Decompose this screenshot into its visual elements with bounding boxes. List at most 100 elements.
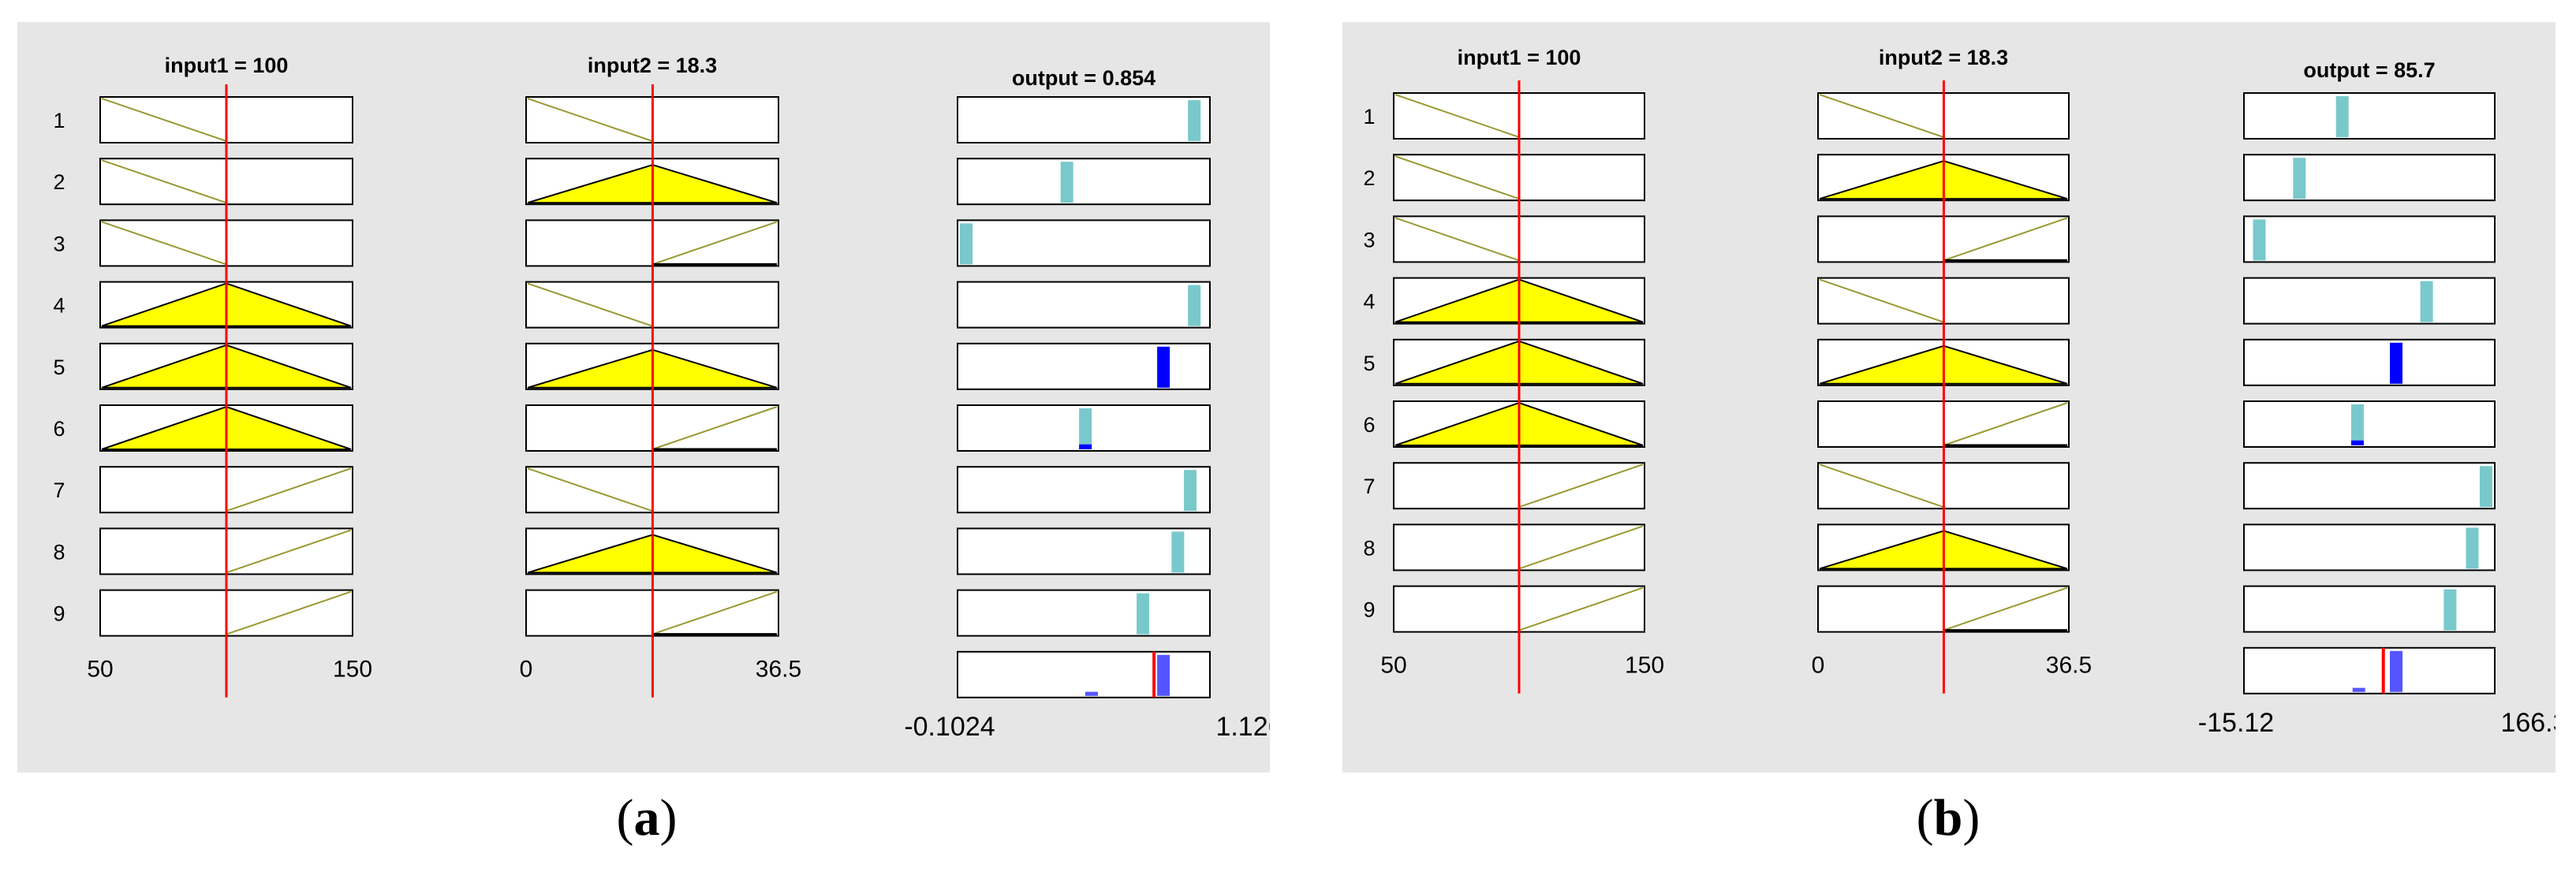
- input2-title: input2 = 18.3: [1879, 46, 2008, 69]
- output-plot-box: [957, 219, 1211, 267]
- rule-number: 9: [53, 602, 65, 626]
- output-plot-box: [957, 96, 1211, 143]
- rule-number: 5: [53, 356, 65, 379]
- output-plot-box: [2243, 92, 2496, 140]
- mf-curve: [226, 590, 352, 635]
- rule-number: 3: [53, 232, 65, 255]
- output-singleton-bar: [2350, 404, 2364, 445]
- aggregate-bar: [1085, 691, 1098, 696]
- output-plot-box: [957, 158, 1211, 206]
- rule-number: 9: [1363, 598, 1375, 622]
- output-singleton-bar: [2335, 96, 2349, 137]
- aggregate-bar: [1157, 654, 1170, 696]
- mf-curve: [226, 467, 352, 512]
- output-plot-box: [2243, 154, 2496, 202]
- rule-number: 7: [1363, 475, 1375, 498]
- output-singleton-bar: [1137, 593, 1150, 635]
- output-singleton-bar: [1157, 346, 1170, 388]
- output-range-min: -15.12: [2198, 708, 2274, 738]
- rule-viewer-b: input1 = 100 input2 = 18.3 output = 85.7 1 2…: [1363, 46, 2567, 738]
- output-singleton-bar: [2466, 527, 2479, 569]
- mf-curve: [1518, 464, 1644, 508]
- mf-curve: [1518, 586, 1644, 631]
- mf-curve: [1394, 155, 1520, 200]
- mf-curve: [1943, 217, 2068, 262]
- output-fired-bar: [2350, 440, 2364, 445]
- caption-a: (a): [616, 789, 678, 847]
- output-range-max: 166.3: [2500, 708, 2555, 738]
- rule-number: 8: [1363, 536, 1375, 560]
- mf-curve: [226, 529, 352, 574]
- input2-range-min: 0: [520, 657, 533, 683]
- output-range-max: 1.126: [1215, 712, 1270, 742]
- rule-viewer-panel-b: input1 = 100 input2 = 18.3 output = 85.7 1 2…: [1342, 22, 2568, 773]
- output-plot-box: [2243, 523, 2496, 572]
- mf-curve: [527, 467, 653, 512]
- rule-number: 7: [53, 478, 65, 502]
- mf-curve: [1943, 402, 2068, 446]
- output-singleton-bar: [1060, 162, 1073, 203]
- rule-number: 5: [1363, 352, 1375, 375]
- rule-number: 4: [53, 294, 65, 318]
- rule-number: 6: [1363, 413, 1375, 437]
- output-singleton-bar: [2420, 281, 2433, 322]
- output-plot-box: [957, 466, 1211, 514]
- aggregate-plot-box: [957, 650, 1211, 698]
- rule-number: 6: [53, 417, 65, 441]
- output-singleton-bar: [960, 223, 973, 265]
- input1-title: input1 = 100: [1458, 46, 1581, 69]
- output-singleton-bar: [2443, 589, 2457, 631]
- output-singleton-bar: [2253, 219, 2266, 261]
- rule-number: 1: [53, 109, 65, 132]
- mf-curve: [1819, 464, 1944, 508]
- output-plot-box: [2243, 585, 2496, 633]
- rule-number: 1: [1363, 105, 1375, 128]
- mf-curve: [527, 282, 653, 327]
- mf-curve: [1943, 586, 2068, 631]
- input1-title: input1 = 100: [165, 54, 289, 77]
- mf-curve: [101, 221, 227, 266]
- output-singleton-bar: [1188, 285, 1201, 326]
- output-plot-box: [2243, 462, 2496, 510]
- input2-title: input2 = 18.3: [588, 54, 717, 77]
- caption-b: (b): [1916, 789, 1981, 847]
- aggregate-bar: [2390, 650, 2403, 692]
- mf-curve: [651, 590, 778, 635]
- rule-viewer-a: input1 = 100 input2 = 18.3 output = 0.854 1…: [53, 54, 1282, 742]
- rule-number: 2: [1363, 166, 1375, 190]
- mf-curve: [527, 98, 653, 142]
- output-singleton-bar: [1079, 408, 1092, 449]
- mf-curve: [1394, 217, 1520, 262]
- output-plot-box: [957, 281, 1211, 329]
- output-fired-bar: [1079, 444, 1092, 449]
- mf-curve: [1819, 278, 1944, 323]
- output-title: output = 0.854: [1012, 66, 1155, 90]
- mf-curve: [1518, 525, 1644, 570]
- output-singleton-bar: [1183, 470, 1197, 512]
- rule-number: 4: [1363, 290, 1375, 314]
- output-singleton-bar: [1171, 531, 1185, 573]
- input1-range-min: 50: [1380, 653, 1406, 679]
- output-plot-box: [2243, 215, 2496, 263]
- rule-number: 8: [53, 540, 65, 564]
- output-title: output = 85.7: [2303, 58, 2435, 82]
- aggregate-plot-box: [2243, 646, 2496, 694]
- output-range-min: -0.1024: [904, 712, 995, 742]
- output-singleton-bar: [1188, 100, 1201, 141]
- input2-range-max: 36.5: [2046, 653, 2092, 679]
- output-singleton-bar: [2390, 342, 2403, 384]
- aggregate-bar: [2352, 687, 2365, 692]
- mf-curve: [1819, 94, 1944, 138]
- mf-curve: [1394, 94, 1520, 138]
- mf-curve: [651, 221, 778, 266]
- rule-viewer-panel-a: input1 = 100 input2 = 18.3 output = 0.854 1…: [17, 22, 1283, 773]
- output-plot-box: [957, 527, 1211, 575]
- rule-number: 3: [1363, 228, 1375, 251]
- input2-range-min: 0: [1812, 653, 1825, 679]
- output-plot-box: [2243, 338, 2496, 386]
- output-plot-box: [2243, 400, 2496, 448]
- output-singleton-bar: [2293, 158, 2306, 199]
- input1-range-max: 150: [1625, 653, 1664, 679]
- output-plot-box: [2243, 277, 2496, 325]
- input1-range-max: 150: [333, 657, 372, 683]
